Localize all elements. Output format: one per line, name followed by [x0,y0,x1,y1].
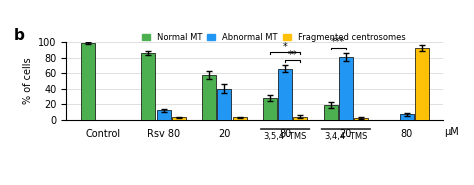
Bar [233,117,246,120]
Bar [218,89,231,120]
Text: μM: μM [444,127,459,137]
Bar [156,110,171,120]
Y-axis label: % of cells: % of cells [23,58,33,104]
Bar [400,114,414,120]
Bar [81,43,95,120]
Bar [324,105,337,120]
Bar [415,48,429,120]
Bar [172,117,186,120]
Bar [278,68,292,120]
Text: **: ** [288,50,298,60]
Text: 3,5,4’-TMS: 3,5,4’-TMS [264,132,307,141]
Bar [339,57,353,120]
Bar [141,53,155,120]
Text: 3,4,4’-TMS: 3,4,4’-TMS [324,132,367,141]
Text: ***: *** [331,37,346,47]
Bar [293,117,307,120]
Bar [202,75,216,120]
Bar [263,98,277,120]
Text: *: * [283,42,288,52]
Legend: Normal MT, Abnormal MT, Fragmented centrosomes: Normal MT, Abnormal MT, Fragmented centr… [138,29,409,45]
Bar [354,118,368,120]
Text: b: b [14,28,25,43]
